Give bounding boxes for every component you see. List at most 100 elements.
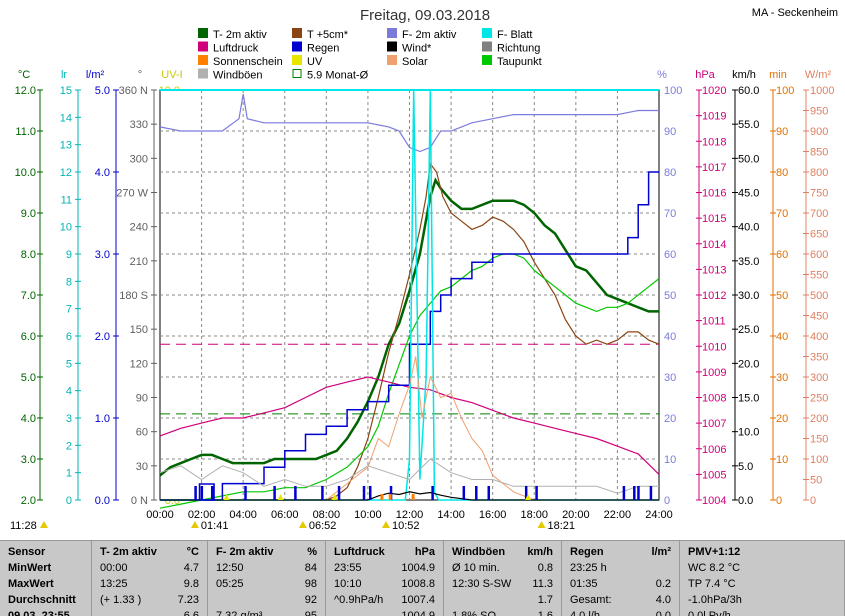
table-header: F- 2m aktiv% bbox=[208, 544, 325, 560]
rain-event-bar bbox=[244, 486, 247, 500]
uv-marker bbox=[331, 494, 338, 500]
table-cell: 12:50 bbox=[216, 562, 244, 574]
table-row: 13:25 9.8 bbox=[92, 576, 207, 592]
lr-unit: lr bbox=[61, 69, 67, 81]
x-tick: 22:00 bbox=[604, 509, 632, 521]
wm2-tick: 150 bbox=[810, 434, 828, 446]
legend-swatch bbox=[387, 41, 397, 52]
hpa-tick: 1009 bbox=[702, 367, 726, 379]
hum-tick: 40 bbox=[664, 331, 676, 343]
temp-tick: 6.0 bbox=[21, 331, 36, 343]
table-header: Sensor bbox=[0, 544, 91, 560]
legend-label: Windböen bbox=[213, 70, 263, 82]
kmh-tick: 10.0 bbox=[738, 427, 759, 439]
min-tick: 50 bbox=[776, 290, 788, 302]
table-cell: 10:10 bbox=[334, 578, 362, 590]
series-line-0 bbox=[159, 177, 659, 477]
table-cell: 4.7 bbox=[183, 562, 199, 574]
table-row: 92 bbox=[208, 592, 325, 608]
wm2-tick: 950 bbox=[810, 106, 828, 118]
rain-event-bar bbox=[294, 486, 297, 500]
series-line-5 bbox=[160, 171, 659, 501]
sun-time: 18:21 bbox=[548, 520, 576, 532]
table-cell: 1007.4 bbox=[401, 594, 435, 606]
x-tick: 14:00 bbox=[437, 509, 465, 521]
legend-swatch bbox=[198, 68, 208, 79]
rain-event-bar bbox=[535, 486, 538, 500]
lr-tick: 6 bbox=[66, 331, 72, 343]
series-line-8 bbox=[159, 458, 659, 494]
x-tick: 04:00 bbox=[229, 509, 257, 521]
min-tick: 100 bbox=[776, 85, 794, 97]
hum-tick: 70 bbox=[664, 208, 676, 220]
wm2-tick: 50 bbox=[810, 475, 822, 487]
rain-event-bar bbox=[362, 486, 366, 500]
hpa-tick: 1017 bbox=[702, 162, 726, 174]
table-row: 01:35 0.2 bbox=[562, 576, 679, 592]
wm2-unit: W/m² bbox=[805, 69, 832, 81]
lr-tick: 14 bbox=[60, 112, 72, 124]
table-row: Gesamt: 4.0 bbox=[562, 592, 679, 608]
lr-tick: 15 bbox=[60, 85, 72, 97]
table-row: 05:25 98 bbox=[208, 576, 325, 592]
x-tick: 12:00 bbox=[396, 509, 424, 521]
table-cell: 13:25 bbox=[100, 578, 128, 590]
table-row: 12:50 84 bbox=[208, 560, 325, 576]
hpa-unit: hPa bbox=[695, 69, 715, 81]
legend-swatch bbox=[387, 55, 397, 65]
rain-unit: l/m² bbox=[86, 69, 105, 81]
table-cell: 92 bbox=[304, 594, 317, 606]
kmh-tick: 20.0 bbox=[738, 358, 759, 370]
sun-marker-icon bbox=[537, 521, 546, 528]
legend-label: T- 2m aktiv bbox=[213, 29, 267, 41]
lr-tick: 2 bbox=[66, 440, 72, 452]
table-cell: Regen bbox=[570, 546, 604, 558]
hpa-tick: 1020 bbox=[702, 85, 726, 97]
rain-event-bar bbox=[475, 486, 478, 500]
wm2-tick: 250 bbox=[810, 393, 828, 405]
table-cell: 00:00 bbox=[100, 562, 128, 574]
rain-event-bar bbox=[462, 486, 466, 500]
x-tick: 00:00 bbox=[146, 509, 174, 521]
rain-tick: 2.0 bbox=[95, 331, 110, 343]
table-cell: % bbox=[307, 546, 317, 558]
table-column: Luftdruck hPa 23:55 1004.9 10:10 1008.8 ^0.9hP… bbox=[326, 541, 444, 616]
kmh-tick: 5.0 bbox=[738, 461, 753, 473]
table-row: ^0.9hPa/h 1007.4 bbox=[326, 592, 443, 608]
chart-marks bbox=[159, 89, 660, 509]
table-header: MaxWert bbox=[0, 576, 91, 592]
min-tick: 10 bbox=[776, 454, 788, 466]
table-cell: 01:35 bbox=[570, 578, 598, 590]
table-row: 12:30 S-SW 11.3 bbox=[444, 576, 561, 592]
temp-tick: 9.0 bbox=[21, 208, 36, 220]
rain-event-bar bbox=[368, 486, 372, 500]
rain-event-bar bbox=[200, 486, 204, 500]
hum-tick: 0 bbox=[664, 495, 670, 507]
rain-box bbox=[198, 483, 215, 501]
legend-label: Solar bbox=[402, 56, 428, 68]
min-tick: 20 bbox=[776, 413, 788, 425]
dir-unit: ° bbox=[138, 69, 142, 81]
hpa-tick: 1007 bbox=[702, 418, 726, 430]
table-cell: 0.0 bbox=[655, 610, 671, 616]
table-cell: 1004.9 bbox=[401, 562, 435, 574]
table-header: Regen l/m² bbox=[562, 544, 679, 560]
wm2-tick: 0 bbox=[810, 495, 816, 507]
table-cell: Luftdruck bbox=[334, 546, 385, 558]
table-cell: F- 2m aktiv bbox=[216, 546, 274, 558]
lr-tick: 8 bbox=[66, 276, 72, 288]
sun-marker-icon bbox=[40, 521, 48, 528]
legend: T- 2m aktiv T +5cm* F- 2m aktiv F- Blatt Luf… bbox=[198, 28, 542, 82]
legend-label: UV bbox=[307, 56, 323, 68]
legend-swatch bbox=[387, 28, 397, 38]
table-header: 09.03. 23:55 bbox=[0, 608, 91, 616]
sunshine-bar bbox=[380, 494, 384, 500]
rain-tick: 1.0 bbox=[95, 413, 110, 425]
table-cell: km/h bbox=[527, 546, 553, 558]
legend-label: Richtung bbox=[497, 43, 540, 55]
table-cell: 1.8% SO bbox=[452, 610, 497, 616]
hpa-tick: 1004 bbox=[702, 495, 726, 507]
wm2-tick: 1000 bbox=[810, 85, 834, 97]
rain-event-bar bbox=[487, 486, 491, 500]
table-cell: 05:25 bbox=[216, 578, 244, 590]
